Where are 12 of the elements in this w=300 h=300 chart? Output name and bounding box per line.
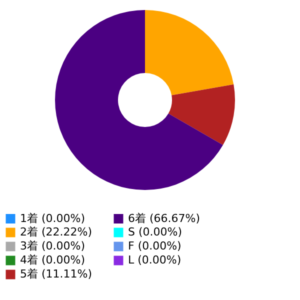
legend-label: 4着 (0.00%) (20, 254, 86, 266)
donut-slice (55, 10, 223, 190)
legend-label: 5着 (11.11%) (20, 268, 92, 280)
donut-slice (168, 84, 235, 145)
legend-label: L (0.00%) (128, 254, 182, 266)
legend-label: 3着 (0.00%) (20, 240, 86, 252)
donut-slice (145, 10, 234, 96)
legend-label: 1着 (0.00%) (20, 212, 86, 225)
legend-label: S (0.00%) (128, 226, 182, 238)
legend-label: 2着 (22.22%) (20, 226, 92, 238)
legend-label: 6着 (66.67%) (128, 212, 200, 225)
legend-label: F (0.00%) (128, 240, 182, 252)
